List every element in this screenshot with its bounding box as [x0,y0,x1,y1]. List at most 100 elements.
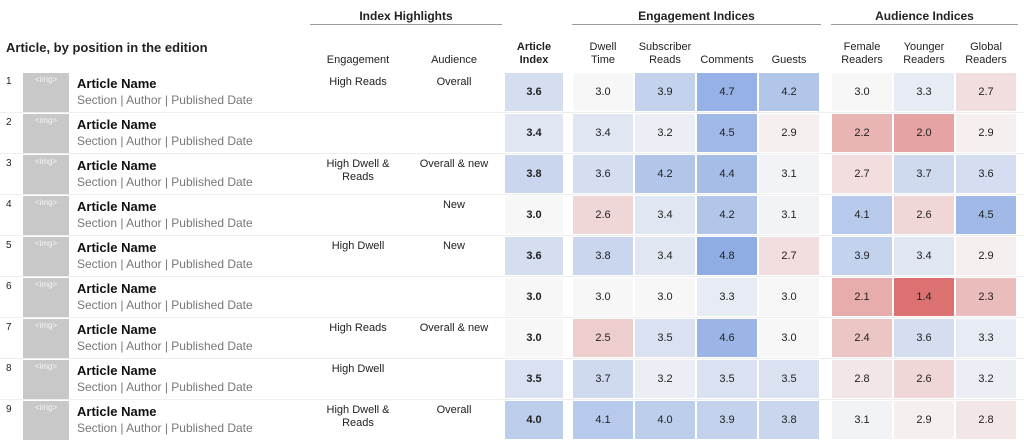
col-header-comments: Comments [700,54,754,66]
article-thumbnail: <img> [23,237,69,276]
cell-guests: 3.1 [759,155,819,193]
cell-article-index: 3.0 [505,278,563,316]
cell-female-readers: 4.1 [832,196,892,234]
image-placeholder-label: <img> [34,198,58,207]
article-name[interactable]: Article Name [77,322,157,337]
row-separator [0,153,1024,154]
cell-female-readers: 3.9 [832,237,892,275]
cell-female-readers: 2.8 [832,360,892,398]
article-name[interactable]: Article Name [77,117,157,132]
cell-global-readers: 2.9 [956,114,1016,152]
cell-female-readers: 2.7 [832,155,892,193]
row-number: 8 [6,363,12,374]
row-number: 5 [6,240,12,251]
cell-younger-readers: 3.7 [894,155,954,193]
cell-younger-readers: 2.0 [894,114,954,152]
col-header-subscriber-reads: Subscriber Reads [638,41,692,66]
cell-dwell-time: 4.1 [573,401,633,439]
article-name[interactable]: Article Name [77,363,157,378]
cell-subscriber-reads: 3.2 [635,114,695,152]
cell-younger-readers: 2.9 [894,401,954,439]
cell-younger-readers: 3.6 [894,319,954,357]
col-header-dwell-time: Dwell Time [589,41,617,66]
article-meta: Section | Author | Published Date [77,216,253,230]
image-placeholder-label: <img> [34,116,58,125]
cell-dwell-time: 3.8 [573,237,633,275]
article-thumbnail: <img> [23,401,69,440]
article-thumbnail: <img> [23,114,69,153]
cell-younger-readers: 1.4 [894,278,954,316]
cell-female-readers: 2.1 [832,278,892,316]
row-separator [0,112,1024,113]
image-placeholder-label: <img> [34,157,58,166]
article-meta: Section | Author | Published Date [77,339,253,353]
engagement-highlight: High Reads [329,76,387,88]
cell-comments: 4.2 [697,196,757,234]
cell-guests: 3.0 [759,319,819,357]
table-title: Article, by position in the edition [6,40,208,55]
cell-younger-readers: 2.6 [894,196,954,234]
article-thumbnail: <img> [23,360,69,399]
col-header-younger-readers: Younger Readers [903,41,945,66]
article-meta: Section | Author | Published Date [77,298,253,312]
row-number: 7 [6,322,12,333]
group-underline-audience [831,24,1018,25]
col-header-global-readers: Global Readers [965,41,1007,66]
cell-article-index: 4.0 [505,401,563,439]
cell-article-index: 3.0 [505,319,563,357]
article-name[interactable]: Article Name [77,240,157,255]
cell-comments: 4.6 [697,319,757,357]
article-name[interactable]: Article Name [77,158,157,173]
article-meta: Section | Author | Published Date [77,257,253,271]
cell-subscriber-reads: 3.4 [635,196,695,234]
row-separator [0,317,1024,318]
image-placeholder-label: <img> [34,321,58,330]
article-meta: Section | Author | Published Date [77,380,253,394]
cell-dwell-time: 3.7 [573,360,633,398]
cell-guests: 4.2 [759,73,819,111]
cell-comments: 4.5 [697,114,757,152]
article-meta: Section | Author | Published Date [77,421,253,435]
image-placeholder-label: <img> [34,280,58,289]
audience-highlight: Overall [436,76,472,88]
article-meta: Section | Author | Published Date [77,134,253,148]
cell-subscriber-reads: 3.2 [635,360,695,398]
article-name[interactable]: Article Name [77,199,157,214]
engagement-highlight: High Dwell [331,363,385,375]
row-separator [0,276,1024,277]
article-thumbnail: <img> [23,319,69,358]
row-separator [0,399,1024,400]
image-placeholder-label: <img> [34,403,58,412]
group-underline-engagement [572,24,821,25]
cell-younger-readers: 2.6 [894,360,954,398]
cell-global-readers: 2.7 [956,73,1016,111]
col-header-female-readers: Female Readers [841,41,883,66]
article-name[interactable]: Article Name [77,404,157,419]
group-underline-highlights [310,24,502,25]
audience-highlight: New [442,199,465,211]
cell-subscriber-reads: 3.0 [635,278,695,316]
cell-global-readers: 4.5 [956,196,1016,234]
article-thumbnail: <img> [23,196,69,235]
cell-female-readers: 3.0 [832,73,892,111]
cell-comments: 4.8 [697,237,757,275]
col-header-article-index: Article Index [516,41,552,66]
cell-comments: 3.5 [697,360,757,398]
group-title-highlights: Index Highlights [359,9,453,23]
cell-guests: 2.9 [759,114,819,152]
cell-dwell-time: 3.0 [573,73,633,111]
row-separator [0,235,1024,236]
article-name[interactable]: Article Name [77,281,157,296]
cell-younger-readers: 3.3 [894,73,954,111]
cell-article-index: 3.0 [505,196,563,234]
cell-guests: 3.5 [759,360,819,398]
col-header-guests: Guests [771,54,807,66]
cell-dwell-time: 3.6 [573,155,633,193]
cell-article-index: 3.6 [505,73,563,111]
cell-global-readers: 2.3 [956,278,1016,316]
article-name[interactable]: Article Name [77,76,157,91]
cell-guests: 2.7 [759,237,819,275]
cell-article-index: 3.6 [505,237,563,275]
cell-comments: 3.3 [697,278,757,316]
article-meta: Section | Author | Published Date [77,93,253,107]
